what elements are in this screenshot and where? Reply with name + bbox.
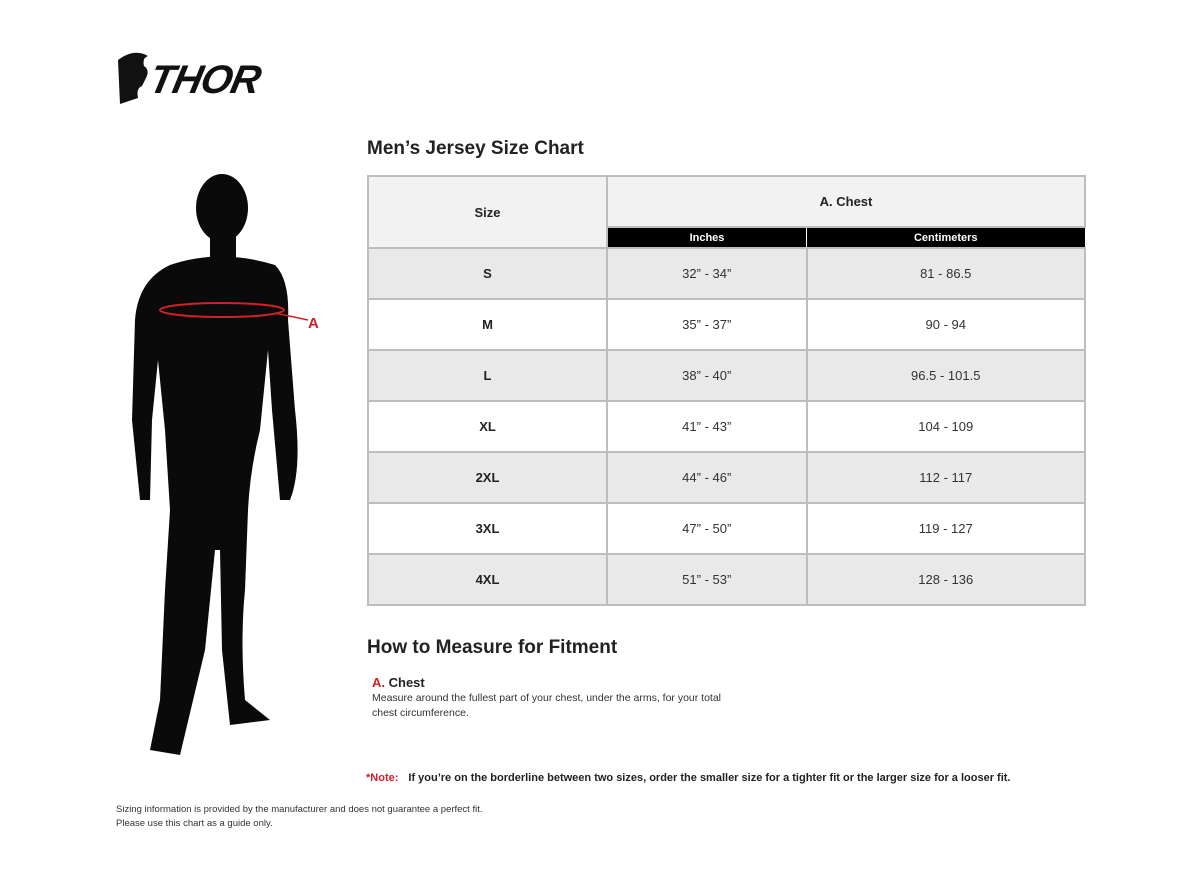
table-row: L 38” - 40” 96.5 - 101.5 [367, 349, 1086, 402]
inches-cell: 38” - 40” [606, 349, 808, 402]
note-text: If you’re on the borderline between two … [408, 772, 1011, 784]
chest-measure-line [159, 302, 285, 318]
thor-helmet-logo-icon [118, 52, 148, 104]
fit-note: *Note: If you’re on the borderline betwee… [366, 772, 1010, 784]
size-cell: 3XL [367, 502, 608, 555]
table-row: M 35” - 37” 90 - 94 [367, 298, 1086, 351]
inches-cell: 47” - 50” [606, 502, 808, 555]
cm-cell: 104 - 109 [805, 400, 1086, 453]
size-cell: 2XL [367, 451, 608, 504]
header-size: Size [367, 175, 608, 249]
cm-cell: 119 - 127 [805, 502, 1086, 555]
cm-cell: 96.5 - 101.5 [805, 349, 1086, 402]
body-silhouette-figure: A [132, 174, 319, 755]
measure-description: Measure around the fullest part of your … [372, 692, 722, 719]
cm-cell: 112 - 117 [805, 451, 1086, 504]
inches-cell: 44” - 46” [606, 451, 808, 504]
inches-cell: 32” - 34” [606, 247, 808, 300]
inches-cell: 35” - 37” [606, 298, 808, 351]
how-to-title: How to Measure for Fitment [367, 637, 618, 658]
table-row: 4XL 51” - 53” 128 - 136 [367, 553, 1086, 606]
measure-item-chest: A. Chest [372, 675, 425, 690]
size-cell: L [367, 349, 608, 402]
chart-title: Men’s Jersey Size Chart [367, 138, 584, 159]
measure-name: Chest [388, 675, 425, 690]
measure-letter: A. [372, 675, 385, 690]
table-row: 2XL 44” - 46” 112 - 117 [367, 451, 1086, 504]
header-inches: Inches [606, 226, 807, 249]
header-centimeters: Centimeters [806, 226, 1086, 249]
size-cell: S [367, 247, 608, 300]
size-cell: 4XL [367, 553, 608, 606]
cm-cell: 81 - 86.5 [805, 247, 1086, 300]
inches-cell: 51” - 53” [606, 553, 808, 606]
cm-cell: 90 - 94 [805, 298, 1086, 351]
brand-logo: THOR [145, 58, 265, 102]
disclaimer: Sizing information is provided by the ma… [116, 803, 483, 831]
size-cell: M [367, 298, 608, 351]
size-chart-table: Size A. Chest Inches Centimeters S 32” - … [367, 175, 1086, 606]
header-chest: A. Chest [606, 175, 1086, 228]
size-cell: XL [367, 400, 608, 453]
cm-cell: 128 - 136 [805, 553, 1086, 606]
table-row: 3XL 47” - 50” 119 - 127 [367, 502, 1086, 555]
table-row: XL 41” - 43” 104 - 109 [367, 400, 1086, 453]
chest-marker-label: A [308, 315, 319, 332]
table-row: S 32” - 34” 81 - 86.5 [367, 247, 1086, 300]
inches-cell: 41” - 43” [606, 400, 808, 453]
disclaimer-line: Sizing information is provided by the ma… [116, 804, 483, 815]
disclaimer-line: Please use this chart as a guide only. [116, 818, 273, 829]
note-label: *Note: [366, 772, 399, 784]
